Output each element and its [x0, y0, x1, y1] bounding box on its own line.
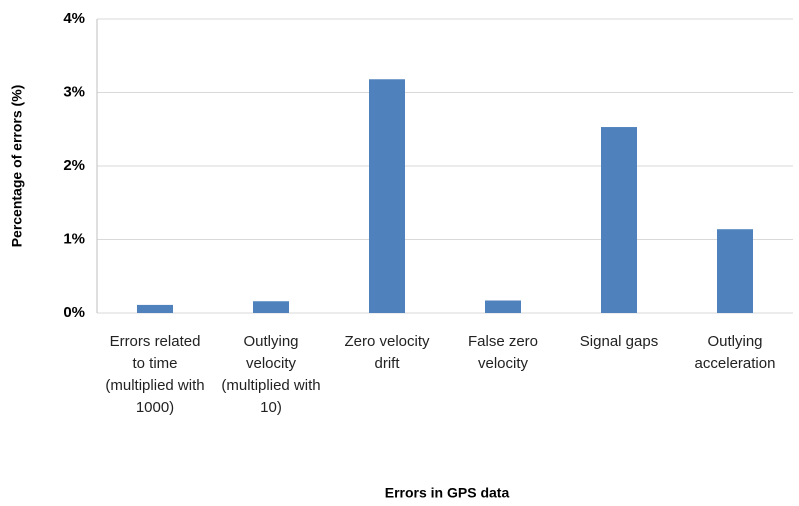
x-tick-label: Outlying acceleration: [694, 333, 776, 372]
bar: [137, 304, 173, 313]
y-tick-label: 1%: [63, 230, 85, 247]
y-tick-label: 4%: [63, 10, 85, 27]
x-tick-label: Errors related to time (multiplied with …: [105, 333, 205, 416]
bar: [601, 127, 637, 313]
bar: [717, 229, 753, 313]
x-tick-label: False zero velocity: [467, 333, 539, 372]
y-tick-label: 2%: [63, 157, 85, 174]
x-axis-title: Errors in GPS data: [385, 485, 510, 501]
x-tick-label: Zero velocity drift: [344, 333, 430, 372]
bar: [253, 301, 289, 313]
y-tick-label: 0%: [63, 304, 85, 321]
x-tick-label: Signal gaps: [579, 333, 659, 350]
bar: [369, 79, 405, 314]
y-tick-label: 3%: [63, 83, 85, 100]
bar: [485, 300, 521, 313]
y-axis-title: Percentage of errors (%): [9, 85, 25, 248]
x-tick-label: Outlying velocity (multiplied with 10): [221, 333, 321, 416]
